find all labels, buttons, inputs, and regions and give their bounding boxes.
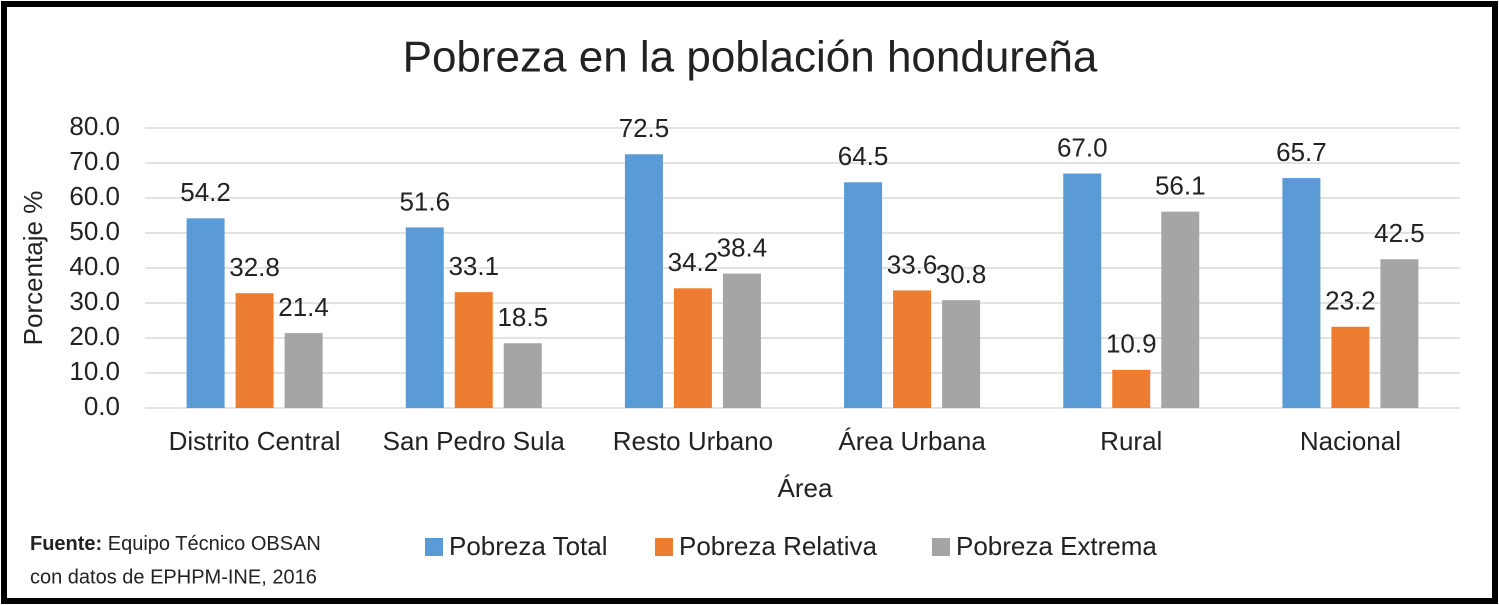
chart-title: Pobreza en la población hondureña (403, 33, 1098, 82)
y-axis-title: Porcentaje % (18, 191, 48, 346)
y-tick-label: 40.0 (69, 251, 120, 281)
y-tick-label: 50.0 (69, 216, 120, 246)
data-label: 64.5 (838, 141, 889, 171)
x-axis-title: Área (778, 473, 833, 503)
y-tick-label: 20.0 (69, 321, 120, 351)
bar (1331, 326, 1370, 408)
bar (186, 218, 225, 408)
bar (1063, 173, 1102, 408)
y-tick-label: 60.0 (69, 181, 120, 211)
bar (405, 227, 444, 408)
source: Fuente: Equipo Técnico OBSAN (30, 533, 321, 555)
data-label: 38.4 (717, 232, 768, 262)
y-tick-label: 30.0 (69, 286, 120, 316)
y-tick-label: 80.0 (69, 111, 120, 141)
x-tick-label: Rural (1100, 426, 1162, 456)
bar (893, 290, 932, 408)
x-tick-label: Resto Urbano (613, 426, 773, 456)
legend-swatch (425, 538, 443, 556)
bar (1282, 178, 1321, 408)
legend-swatch (655, 538, 673, 556)
bar (284, 333, 323, 408)
bar (1380, 259, 1419, 408)
data-label: 67.0 (1057, 132, 1108, 162)
bar (722, 273, 761, 408)
bar (1161, 211, 1200, 408)
legend-label: Pobreza Relativa (679, 531, 878, 561)
x-tick-label: San Pedro Sula (383, 426, 566, 456)
source-line: Equipo Técnico OBSAN (108, 533, 321, 555)
bar (1112, 369, 1151, 408)
legend-label: Pobreza Extrema (956, 531, 1157, 561)
legend-label: Pobreza Total (449, 531, 608, 561)
data-label: 65.7 (1276, 137, 1327, 167)
data-label: 72.5 (619, 113, 670, 143)
data-label: 51.6 (399, 186, 450, 216)
bar (454, 292, 493, 408)
bar (942, 300, 981, 408)
source-line: con datos de EPHPM-INE, 2016 (30, 566, 317, 588)
data-label: 56.1 (1155, 171, 1206, 201)
bar (235, 293, 274, 408)
bar (624, 154, 663, 408)
data-label: 34.2 (668, 247, 719, 277)
y-tick-label: 70.0 (69, 146, 120, 176)
data-label: 18.5 (497, 302, 548, 332)
data-label: 30.8 (936, 259, 987, 289)
y-tick-label: 10.0 (69, 356, 120, 386)
data-label: 54.2 (180, 177, 231, 207)
data-label: 32.8 (229, 252, 280, 282)
y-tick-label: 0.0 (84, 391, 120, 421)
bar (673, 288, 712, 408)
bar (844, 182, 883, 408)
data-label: 23.2 (1325, 286, 1376, 316)
legend-swatch (932, 538, 950, 556)
source-label: Fuente: (30, 533, 102, 555)
data-label: 33.1 (448, 251, 499, 281)
x-tick-label: Nacional (1300, 426, 1401, 456)
data-label: 33.6 (887, 249, 938, 279)
bar (503, 343, 542, 408)
x-tick-label: Distrito Central (169, 426, 341, 456)
data-label: 42.5 (1374, 218, 1425, 248)
x-tick-label: Área Urbana (838, 426, 986, 456)
data-label: 21.4 (278, 292, 329, 322)
data-label: 10.9 (1106, 329, 1157, 359)
